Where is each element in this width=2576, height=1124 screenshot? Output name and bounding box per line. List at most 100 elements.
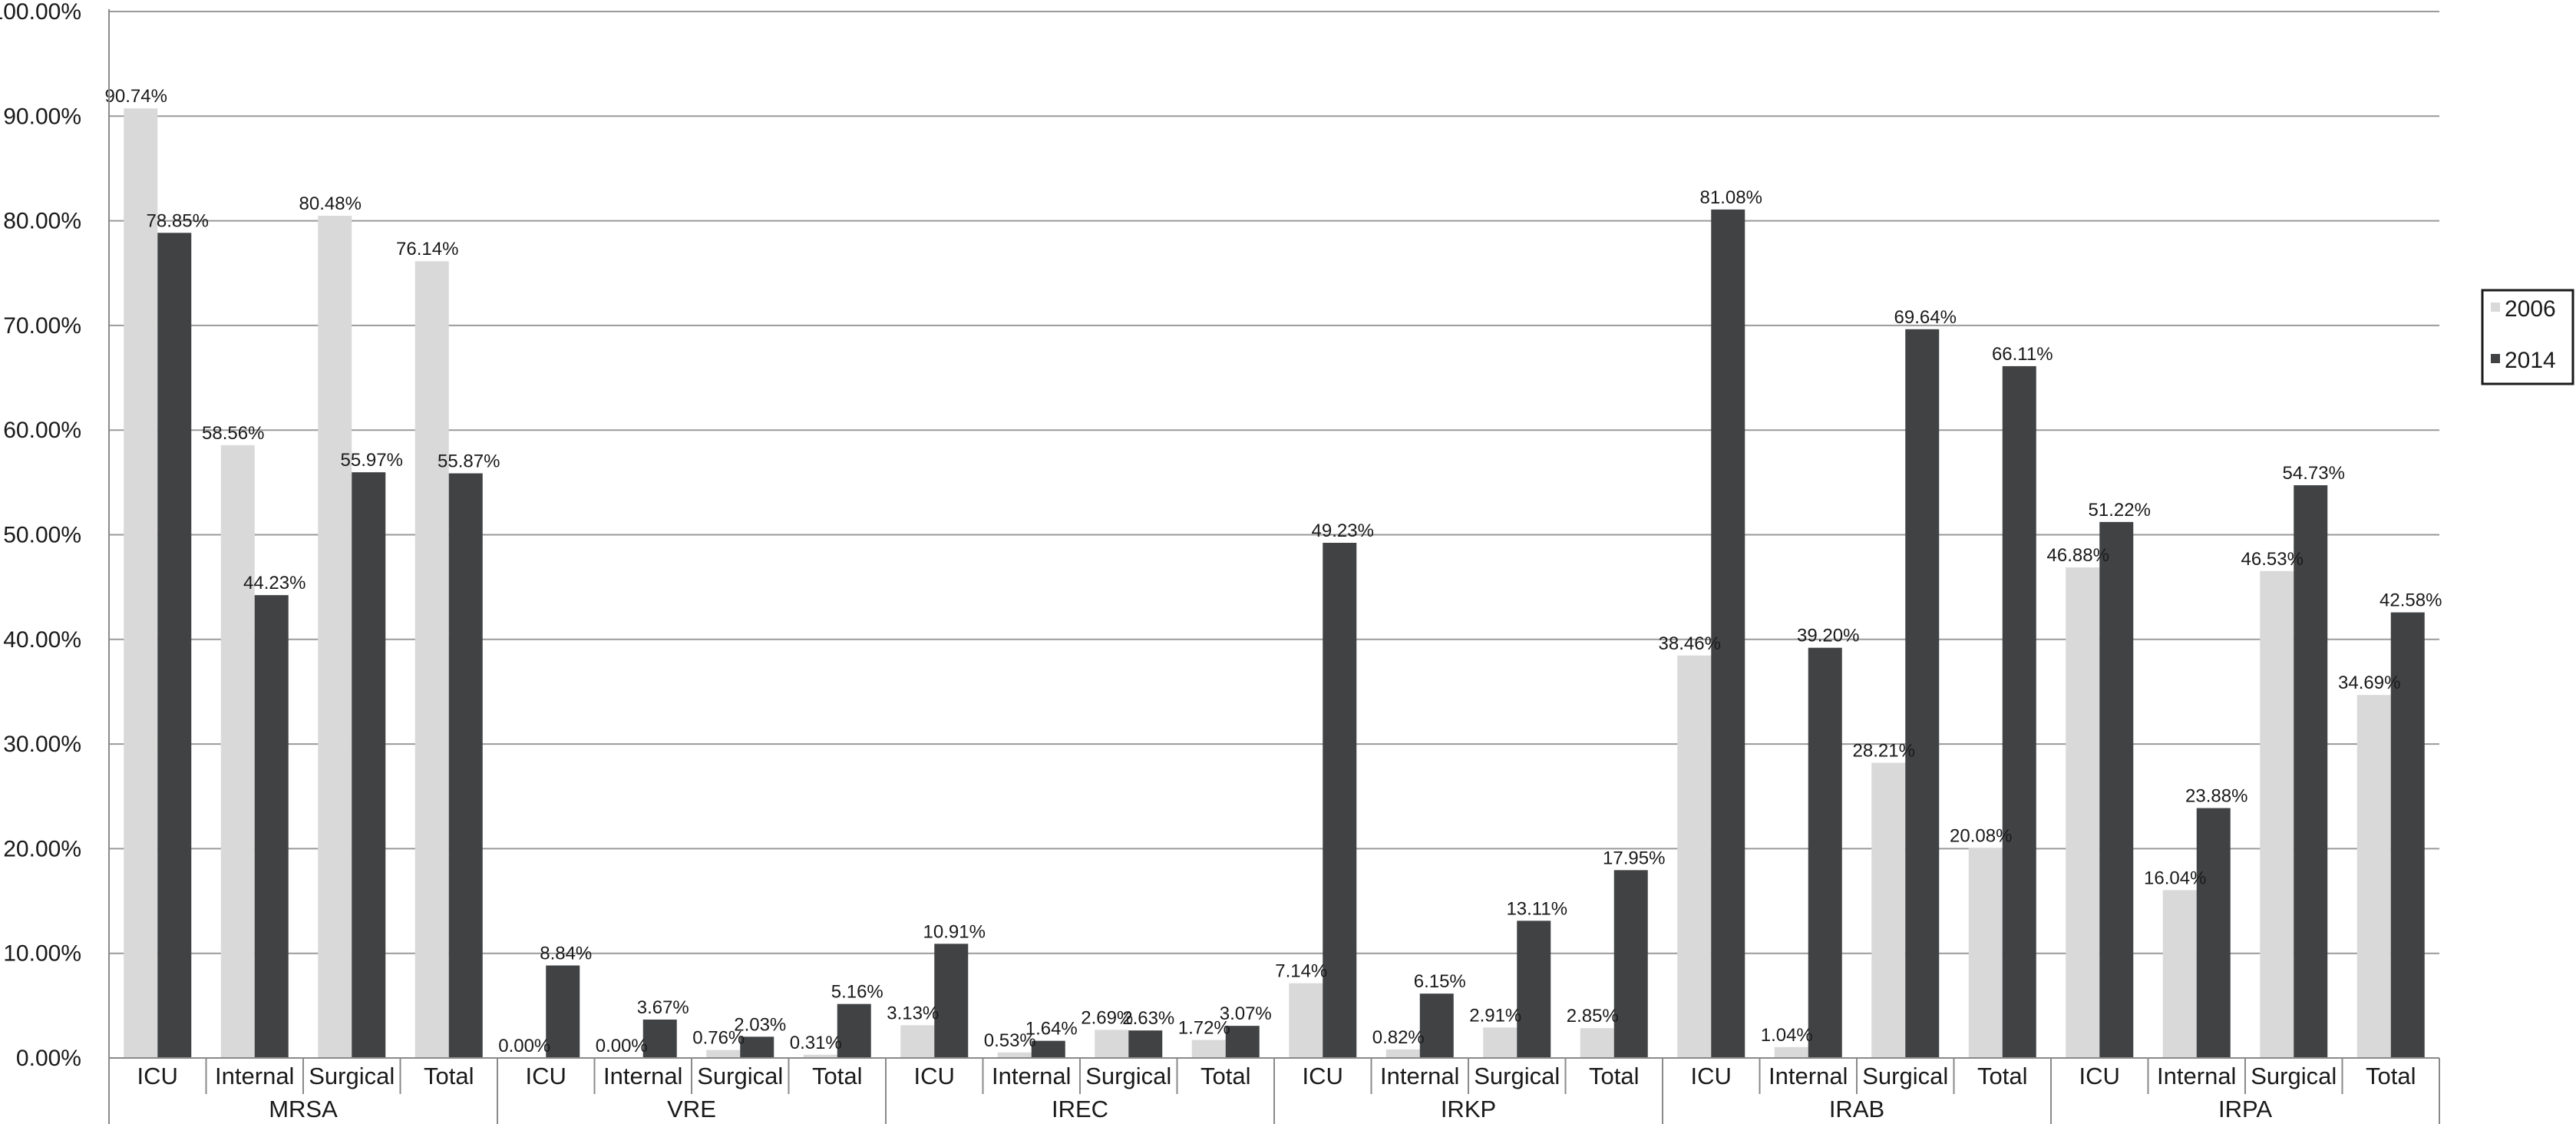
data-label-2006: 0.82% (1372, 1027, 1425, 1048)
data-label-2014: 44.23% (243, 573, 305, 593)
data-label-2014: 1.64% (1025, 1019, 1078, 1040)
data-label-2014: 42.58% (2379, 590, 2442, 611)
gridlines (109, 11, 2439, 954)
bar-2014 (448, 473, 483, 1058)
bar-2006 (997, 1052, 1032, 1058)
data-label-2006: 1.72% (1178, 1018, 1230, 1039)
data-label-2006: 7.14% (1275, 961, 1327, 982)
y-tick-label: 40.00% (3, 627, 81, 653)
data-label-2006: 0.00% (498, 1036, 550, 1056)
group-label: IREC (1052, 1096, 1108, 1122)
bar-2014 (1323, 542, 1357, 1058)
data-labels: 90.74% 78.85% 58.56% 44.23% 80.48% 55.97% 76.1… (105, 86, 2442, 1056)
bar-2014 (2196, 808, 2231, 1058)
group-label: MRSA (269, 1096, 338, 1122)
data-label-2006: 46.88% (2047, 545, 2109, 566)
data-label-2006: 76.14% (396, 239, 458, 260)
y-tick-label: 50.00% (3, 523, 81, 548)
data-label-2014: 3.67% (637, 997, 689, 1018)
y-tick-label: 70.00% (3, 313, 81, 339)
bar-2014 (1905, 329, 1940, 1059)
bar-2006 (2066, 567, 2100, 1058)
data-label-2014: 66.11% (1992, 344, 2053, 365)
bar-2006 (1968, 848, 2003, 1058)
bar-2006 (803, 1054, 837, 1058)
bar-2014 (1613, 870, 1648, 1058)
bar-2006 (414, 261, 449, 1058)
data-label-2014: 78.85% (147, 210, 209, 231)
y-tick-label: 0.00% (16, 1046, 81, 1071)
bar-2014 (1225, 1026, 1260, 1058)
category-label: ICU (526, 1063, 566, 1089)
bar-2014 (2002, 365, 2036, 1059)
bar-2006 (2260, 570, 2294, 1058)
group-label: IRKP (1441, 1096, 1496, 1122)
bar-2014 (352, 472, 386, 1058)
data-label-2014: 8.84% (540, 944, 592, 964)
category-label: Surgical (1085, 1063, 1171, 1089)
data-label-2006: 90.74% (105, 86, 167, 107)
legend-swatch-2014 (2491, 354, 2500, 363)
data-label-2006: 20.08% (1950, 825, 2012, 846)
data-label-2014: 10.91% (923, 921, 986, 942)
data-label-2006: 3.13% (887, 1003, 939, 1023)
category-label: Surgical (309, 1063, 395, 1089)
bar-2006 (1385, 1049, 1420, 1058)
data-label-2014: 2.03% (734, 1014, 786, 1035)
y-tick-label: 80.00% (3, 209, 81, 234)
data-label-2006: 1.04% (1761, 1025, 1813, 1046)
data-label-2014: 55.87% (438, 451, 500, 471)
category-label: Surgical (1862, 1063, 1948, 1089)
data-label-2006: 0.53% (984, 1030, 1036, 1051)
category-label: Surgical (1474, 1063, 1560, 1089)
bar-2014 (1517, 921, 1551, 1058)
bar-2006 (1677, 655, 1712, 1058)
data-label-2006: 58.56% (202, 423, 264, 444)
bar-2006 (1871, 762, 1906, 1058)
category-label: Surgical (697, 1063, 783, 1089)
bar-2006 (1774, 1046, 1808, 1058)
bar-2014 (1031, 1040, 1065, 1058)
bar-2014 (2294, 485, 2328, 1058)
data-label-2014: 69.64% (1894, 307, 1957, 328)
data-label-2014: 13.11% (1506, 898, 1567, 919)
bar-2014 (2390, 612, 2425, 1058)
data-label-2006: 0.76% (692, 1028, 745, 1049)
category-label: Surgical (2251, 1063, 2337, 1089)
bar-2014 (740, 1036, 774, 1058)
y-tick-label: 100.00% (0, 0, 81, 25)
bar-2014 (2099, 521, 2134, 1058)
data-label-2014: 3.07% (1220, 1003, 1272, 1024)
data-label-2006: 2.91% (1469, 1005, 1521, 1026)
y-tick-label: 90.00% (3, 104, 81, 129)
bars (124, 108, 2425, 1059)
category-label: Total (1200, 1063, 1250, 1089)
bar-2006 (706, 1050, 741, 1058)
bar-2006 (2162, 890, 2197, 1058)
data-label-2006: 38.46% (1659, 633, 1721, 654)
data-label-2014: 2.63% (1122, 1008, 1174, 1029)
group-label: IRPA (2218, 1096, 2272, 1122)
data-label-2014: 54.73% (2283, 463, 2345, 484)
data-label-2006: 34.69% (2338, 673, 2400, 693)
bar-2006 (124, 108, 158, 1058)
y-tick-label: 10.00% (3, 941, 81, 967)
category-label: ICU (914, 1063, 955, 1089)
data-label-2014: 23.88% (2185, 786, 2247, 807)
data-label-2006: 2.85% (1567, 1006, 1619, 1026)
legend-swatch-2006 (2491, 302, 2500, 312)
data-label-2006: 2.69% (1081, 1007, 1133, 1028)
category-label: ICU (1691, 1063, 1732, 1089)
category-label: Total (1589, 1063, 1639, 1089)
bar-2006 (1483, 1027, 1518, 1058)
category-label: Internal (1769, 1063, 1848, 1089)
bar-2006 (220, 445, 255, 1058)
category-label: ICU (1303, 1063, 1343, 1089)
data-label-2006: 46.53% (2241, 549, 2304, 570)
category-label: Total (424, 1063, 474, 1089)
data-label-2014: 5.16% (831, 982, 883, 1003)
group-label: IRAB (1829, 1096, 1884, 1122)
data-label-2014: 51.22% (2089, 500, 2151, 521)
bar-2014 (837, 1003, 871, 1058)
category-label: Internal (603, 1063, 682, 1089)
